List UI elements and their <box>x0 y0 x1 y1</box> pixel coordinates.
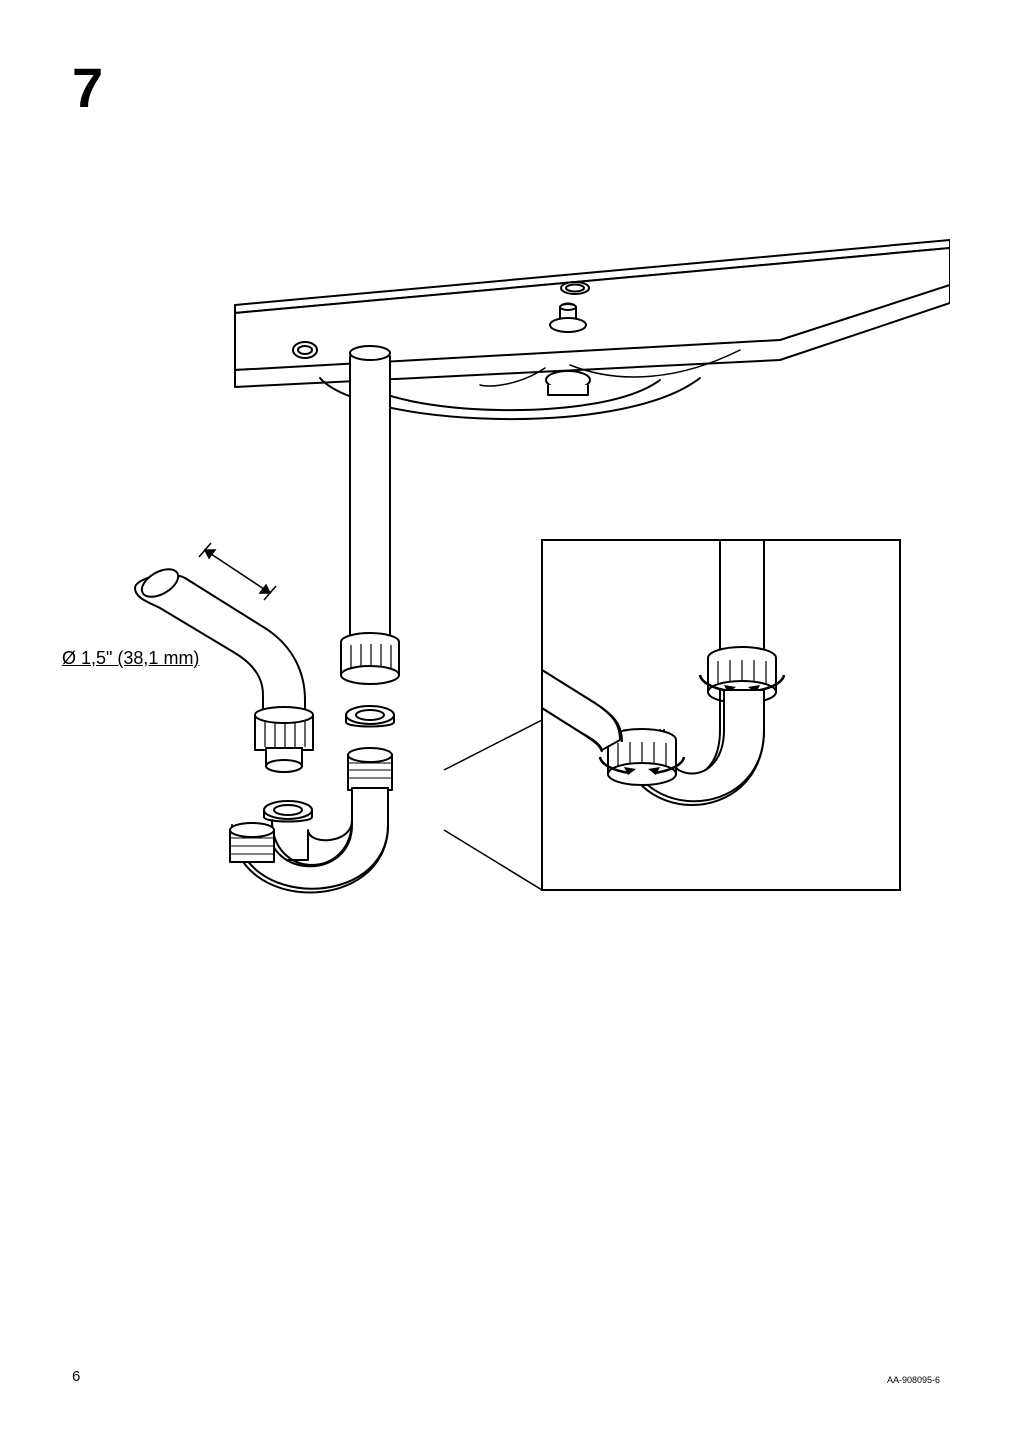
document-reference: AA-908095-6 <box>887 1375 940 1385</box>
wall-drain-pipe <box>135 563 313 772</box>
tailpiece-pipe <box>350 346 390 643</box>
slip-nut-tailpiece <box>341 633 399 684</box>
step-number: 7 <box>72 55 103 120</box>
p-trap-jbend <box>230 748 392 893</box>
washer-ring-2 <box>264 801 312 822</box>
assembly-diagram <box>60 230 950 980</box>
detail-box <box>444 540 900 890</box>
slip-nut-wall <box>255 707 313 750</box>
page-number: 6 <box>72 1368 80 1385</box>
sink-basin <box>235 240 950 419</box>
dimension-arrow <box>199 543 276 600</box>
washer-ring-1 <box>346 706 394 727</box>
